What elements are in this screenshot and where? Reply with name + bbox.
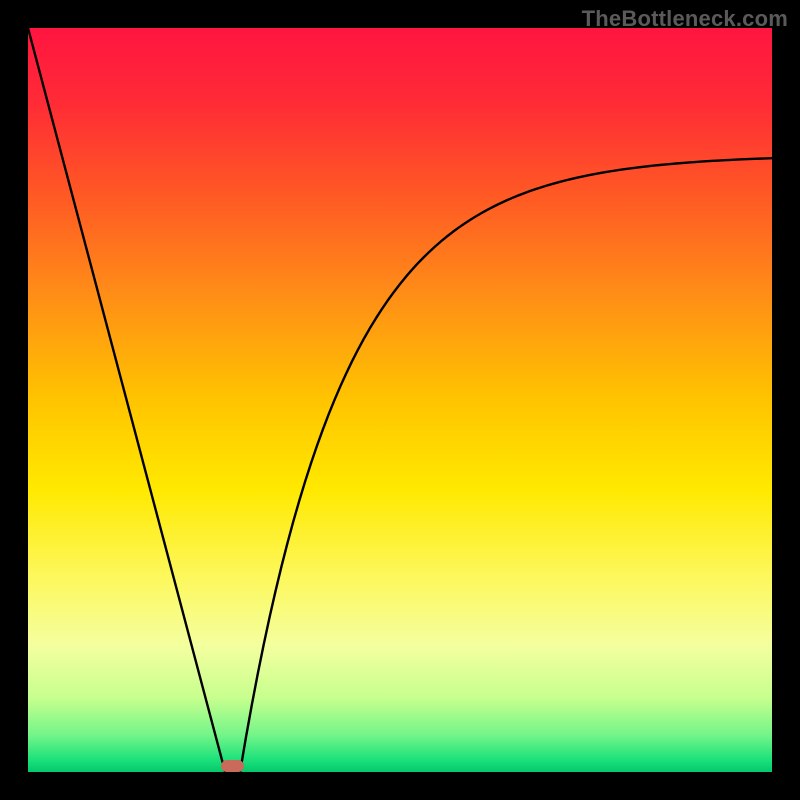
bottleneck-curve: [28, 28, 772, 772]
watermark-text: TheBottleneck.com: [582, 6, 788, 32]
curve-layer: [28, 28, 772, 772]
chart-container: TheBottleneck.com: [0, 0, 800, 800]
optimum-marker: [221, 760, 243, 771]
plot-area: [28, 28, 772, 772]
